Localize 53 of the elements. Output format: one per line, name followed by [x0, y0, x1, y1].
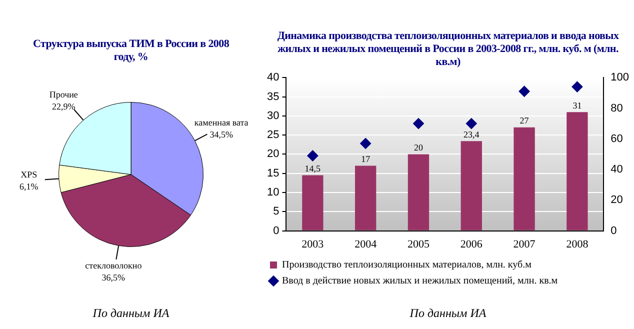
x-tick-label: 2003 [302, 238, 324, 250]
bar [566, 112, 588, 230]
y2-tick-label: 40 [610, 164, 623, 176]
y2-tick-label: 80 [610, 102, 623, 114]
y-tick-label: 40 [266, 72, 280, 84]
text: По данным ИА [408, 306, 488, 321]
bar [408, 154, 430, 230]
y-tick-label: 0 [273, 224, 280, 237]
y-tick-label: 25 [266, 129, 280, 142]
x-tick-label: 2005 [407, 238, 430, 250]
slice-label: Прочие [49, 90, 78, 100]
y2-tick-label: 0 [610, 224, 617, 237]
chart-title: Структура выпуска ТИМ в России в 2008 году, % [32, 38, 230, 64]
y-tick-label: 30 [266, 110, 280, 122]
y-tick-label: 5 [273, 206, 280, 218]
slice-label: стекловолокно [85, 260, 142, 270]
point [466, 118, 477, 130]
data-label: 20 [414, 142, 424, 153]
bar [460, 141, 482, 230]
point [572, 81, 583, 92]
bar [355, 166, 376, 230]
point [360, 138, 372, 149]
data-label: 31 [572, 100, 582, 110]
chart-title: Динамика производства теплоизоляционных материалов и ввода новых жилых и нежилых помещений в России в 2003-2008 гг., млн. куб. м (млн. кв.м) [276, 30, 620, 69]
data-label: 14,5 [304, 164, 322, 174]
legend-label: Ввод в действие новых жилых и нежилых помещений, млн. кв.м [282, 276, 558, 287]
point [412, 118, 424, 130]
data-label: 6,1% [20, 181, 39, 192]
data-label: 36,5% [102, 272, 126, 282]
legend-label: Производство теплоизоляционных материалов, млн. куб.м [282, 260, 532, 271]
x-tick-label: 2006 [460, 238, 483, 250]
x-tick-label: 2004 [354, 238, 378, 250]
y-tick-label: 35 [266, 90, 280, 103]
y-tick-label: 10 [266, 186, 280, 199]
y2-tick-label: 60 [610, 132, 623, 145]
data-label: 34,5% [210, 130, 234, 140]
y-tick-label: 20 [266, 148, 280, 160]
y2-tick-label: 20 [610, 194, 623, 206]
bar [514, 127, 535, 230]
bar [302, 175, 324, 230]
x-tick-label: 2008 [566, 238, 589, 250]
data-label: 17 [361, 154, 371, 164]
slice-label: XPS [20, 169, 38, 180]
y2-tick-label: 100 [610, 72, 630, 84]
x-tick-label: 2007 [513, 238, 536, 250]
data-label: 22,9% [52, 102, 76, 112]
data-label: 23,4 [464, 130, 480, 140]
point [307, 150, 318, 162]
text: По данным ИА [92, 306, 170, 321]
data-label: 27 [520, 116, 530, 126]
point [518, 86, 530, 97]
slice-label: каменная вата [194, 118, 248, 128]
y-tick-label: 15 [266, 167, 280, 180]
